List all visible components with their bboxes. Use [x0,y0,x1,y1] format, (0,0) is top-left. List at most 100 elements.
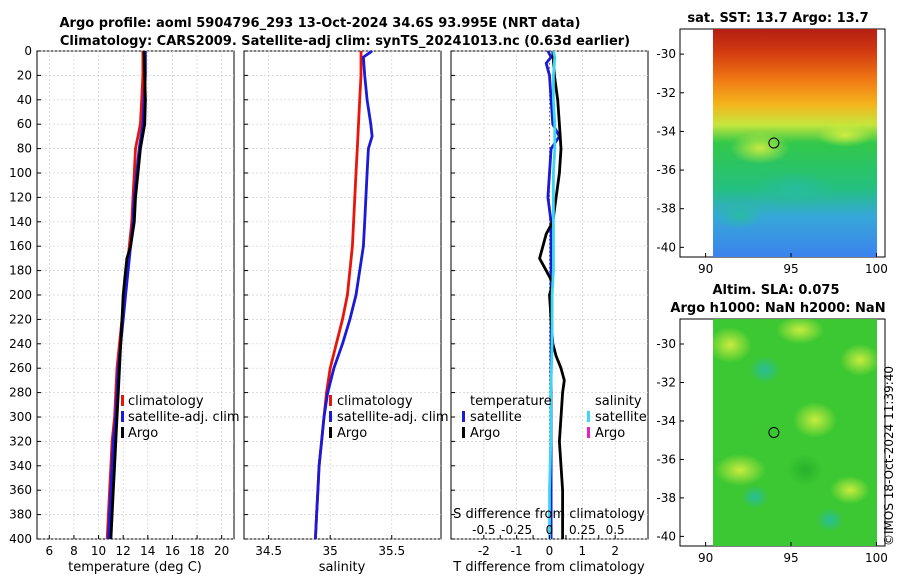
difference-panel: -2 -1 0 1 2 -0.5 -0.25 0 0.25 0.5 temperature sat… [450,50,649,575]
y-tick-label: 20 [17,68,32,82]
map-y-tick-label: -36 [656,163,676,177]
legend-label-t-argo: Argo [470,426,500,441]
map-y-tick-label: -30 [656,47,676,61]
y-tick-label: 60 [17,117,32,131]
map-x-tick-label: 95 [783,262,798,276]
x-tick-label: 12 [116,544,131,558]
sla-map-title-line2: Argo h1000: NaN h2000: NaN [670,301,885,316]
legend-swatch-satellite [329,411,332,422]
x-tick-label: 18 [189,544,204,558]
x-tick-label: 10 [91,544,106,558]
sla-map-title-line1: Altim. SLA: 0.075 [713,283,840,298]
x2-tick-label: -0.5 [472,523,495,537]
s-difference-xlabel: S difference from climatology [453,507,645,522]
salinity-panel: 34.5 35 35.5 climatology satellite-adj. cl… [243,49,449,575]
sla-field [713,319,877,546]
map-y-tick-label: -38 [656,202,676,216]
sla-low-patch [749,356,781,384]
sst-cool-patch [755,172,835,208]
temperature-xlabel: temperature (deg C) [68,560,202,575]
y-tick-label: 320 [9,434,32,448]
sla-high-patch [840,344,877,376]
legend-swatch-s-satellite [587,411,590,422]
map-x-tick-label: 100 [865,551,888,565]
y-tick-label: 120 [9,190,32,204]
y-tick-label: 0 [24,44,32,58]
map-x-tick-label: 90 [698,262,713,276]
x2-tick-label: 0.25 [569,523,596,537]
sla-high-patch [793,402,837,438]
legend-swatch-t-satellite [462,411,465,422]
map-x-tick-label: 95 [783,551,798,565]
y-tick-label: 380 [9,508,32,522]
map-y-tick-label: -34 [656,124,676,138]
y-tick-label: 100 [9,166,32,180]
legend-swatch-t-argo [462,427,465,438]
legend-swatch-argo [121,427,124,438]
x-tick-label: 35 [323,544,338,558]
map-y-tick-label: -34 [656,414,676,428]
map-y-tick-label: -36 [656,452,676,466]
y-tick-label: 40 [17,93,32,107]
figure-title-line1: Argo profile: aoml 5904796_293 13-Oct-20… [60,16,581,31]
y-tick-label: 180 [9,264,32,278]
legend-label-s-satellite: satellite [595,410,647,425]
y-tick-label: 340 [9,459,32,473]
difference-legend: temperature satellite Argo salinity sate… [462,394,647,441]
x-tick-label: 34.5 [255,544,282,558]
sla-high-patch [776,319,824,344]
y-tick-label: 360 [9,483,32,497]
legend-label-satellite: satellite-adj. clim [128,410,240,425]
legend-label-satellite: satellite-adj. clim [337,410,449,425]
x-tick-label: 2 [611,544,619,558]
sla-high-patch [714,454,766,486]
argo-position-marker [768,427,780,438]
sst-field [713,29,877,257]
y-tick-label: 260 [9,361,32,375]
salinity-xlabel: salinity [319,560,366,575]
y-tick-label: 200 [9,288,32,302]
legend-swatch-climatology [329,395,332,406]
y-tick-label: 280 [9,386,32,400]
x-tick-label: 16 [165,544,180,558]
legend-heading-salinity: salinity [595,394,642,409]
legend-label-s-argo: Argo [595,426,625,441]
sst-cool-patch [715,201,765,229]
y-tick-label: 220 [9,312,32,326]
legend-heading-temperature: temperature [470,394,552,409]
y-tick-label: 240 [9,337,32,351]
x-tick-label: 0 [546,544,554,558]
y-tick-label: 80 [17,142,32,156]
sla-high-patch [713,327,752,363]
legend-swatch-argo [329,427,332,438]
map-y-tick-label: -40 [656,240,676,254]
x-tick-label: -2 [478,544,490,558]
sst-map-title: sat. SST: 13.7 Argo: 13.7 [687,11,868,26]
map-x-tick-label: 90 [698,551,713,565]
y-tick-label: 140 [9,215,32,229]
temperature-legend: climatology satellite-adj. clim Argo [121,394,240,441]
map-y-tick-label: -30 [656,337,676,351]
x-tick-label: 1 [579,544,587,558]
map-y-tick-label: -40 [656,529,676,543]
temperature-panel: 0 20 40 60 80 100 120 140 160 180 200 220 240 260 280 3… [9,44,240,575]
sst-warm-patch [730,132,790,164]
watermark: ©IMOS 18-Oct-2024 11:39:40 [882,366,896,546]
legend-label-argo: Argo [128,426,158,441]
x-tick-label: 20 [214,544,229,558]
legend-label-climatology: climatology [128,394,204,409]
sla-high-patch [830,476,870,504]
x2-tick-label: -0.25 [501,523,532,537]
legend-label-climatology: climatology [337,394,413,409]
legend-swatch-s-argo [587,427,590,438]
map-y-tick-label: -32 [656,86,676,100]
x-tick-label: 14 [140,544,155,558]
sla-map-panel: Altim. SLA: 0.075 Argo h1000: NaN h2000:… [656,283,888,565]
series-line-satellite-adj-clim [314,49,374,540]
sla-low-patch [816,508,844,532]
series-line-s-satellite [548,50,557,539]
x-tick-label: 6 [45,544,53,558]
x2-tick-label: 0.5 [606,523,625,537]
legend-swatch-satellite [121,411,124,422]
